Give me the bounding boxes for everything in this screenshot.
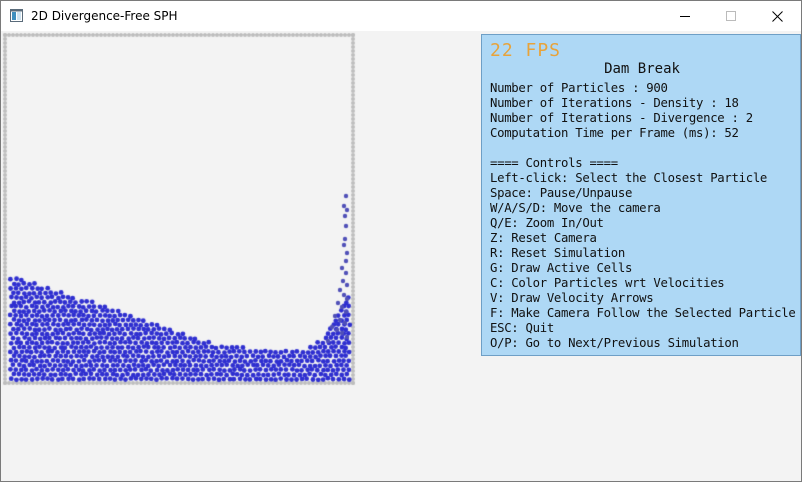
control-reset-simulation: R: Reset Simulation [490, 246, 625, 260]
control-wasd: W/A/S/D: Move the camera [490, 201, 661, 215]
control-next-previous: O/P: Go to Next/Previous Simulation [490, 336, 739, 350]
control-velocity-arrows: V: Draw Velocity Arrows [490, 291, 654, 305]
maximize-icon [726, 11, 736, 21]
window-title: 2D Divergence-Free SPH [31, 9, 178, 23]
maximize-button[interactable] [708, 1, 754, 31]
app-window-icon [10, 9, 23, 22]
title-bar[interactable]: 2D Divergence-Free SPH [1, 1, 801, 31]
control-reset-camera: Z: Reset Camera [490, 231, 597, 245]
minimize-icon [680, 16, 690, 17]
info-panel: 22 FPS Dam Break Number of Particles : 9… [481, 34, 801, 356]
control-follow-particle: F: Make Camera Follow the Selected Parti… [490, 306, 796, 320]
simulation-viewport[interactable]: 22 FPS Dam Break Number of Particles : 9… [1, 31, 801, 481]
stat-divergence-iterations: Number of Iterations - Divergence : 2 [490, 111, 753, 125]
stat-computation-time: Computation Time per Frame (ms): 52 [490, 126, 739, 140]
control-space: Space: Pause/Unpause [490, 186, 633, 200]
minimize-button[interactable] [662, 1, 708, 31]
scene-name: Dam Break [604, 61, 680, 77]
control-left-click: Left-click: Select the Closest Particle [490, 171, 768, 185]
fps-counter: 22 FPS [490, 40, 562, 61]
close-icon [771, 10, 783, 22]
controls-header: ==== Controls ==== [490, 156, 618, 170]
close-button[interactable] [754, 1, 800, 31]
control-zoom: Q/E: Zoom In/Out [490, 216, 604, 230]
control-color-particles: C: Color Particles wrt Velocities [490, 276, 725, 290]
control-draw-cells: G: Draw Active Cells [490, 261, 633, 275]
control-quit: ESC: Quit [490, 321, 554, 335]
stat-particles: Number of Particles : 900 [490, 81, 668, 95]
stat-density-iterations: Number of Iterations - Density : 18 [490, 96, 739, 110]
